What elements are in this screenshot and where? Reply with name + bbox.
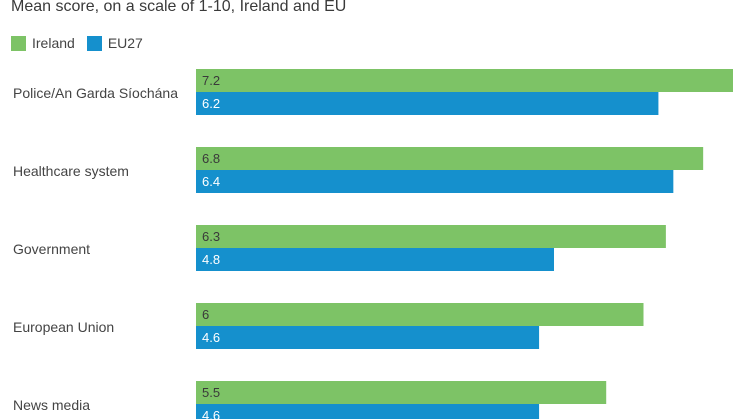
data-label-eu27-european-union: 4.6 xyxy=(202,330,220,345)
bar-eu27-government[interactable] xyxy=(196,248,554,271)
legend-item-ireland[interactable]: Ireland xyxy=(11,35,75,51)
bar-eu27-police-an-garda-s-och-na[interactable] xyxy=(196,92,659,115)
bar-ireland-european-union[interactable] xyxy=(196,303,644,326)
category-label-government: Government xyxy=(13,241,90,257)
bar-ireland-government[interactable] xyxy=(196,225,666,248)
bar-ireland-news-media[interactable] xyxy=(196,381,607,404)
bar-ireland-police-an-garda-s-och-na[interactable] xyxy=(196,69,733,92)
data-label-eu27-healthcare-system: 6.4 xyxy=(202,174,220,189)
chart-subtitle: Mean score, on a scale of 1-10, Ireland … xyxy=(11,0,347,15)
chart-legend: Ireland EU27 xyxy=(11,34,155,52)
legend-item-eu27[interactable]: EU27 xyxy=(86,35,143,51)
category-label-police-an-garda-s-och-na: Police/An Garda Síochána xyxy=(13,85,178,101)
legend-label-ireland: Ireland xyxy=(32,35,75,51)
data-label-ireland-european-union: 6 xyxy=(202,307,209,322)
data-label-ireland-news-media: 5.5 xyxy=(202,385,220,400)
legend-label-eu27: EU27 xyxy=(107,35,143,51)
data-label-eu27-government: 4.8 xyxy=(202,252,220,267)
data-label-ireland-police-an-garda-s-och-na: 7.2 xyxy=(202,73,220,88)
category-label-news-media: News media xyxy=(13,397,90,413)
bar-eu27-european-union[interactable] xyxy=(196,326,540,349)
bar-ireland-healthcare-system[interactable] xyxy=(196,147,704,170)
legend-swatch-eu27 xyxy=(86,35,102,51)
data-label-ireland-government: 6.3 xyxy=(202,229,220,244)
legend-swatch-ireland xyxy=(11,35,26,51)
bar-eu27-healthcare-system[interactable] xyxy=(196,170,674,193)
category-label-healthcare-system: Healthcare system xyxy=(13,163,129,179)
data-label-eu27-news-media: 4.6 xyxy=(202,408,220,419)
category-label-european-union: European Union xyxy=(13,319,114,335)
data-label-ireland-healthcare-system: 6.8 xyxy=(202,151,220,166)
bar-eu27-news-media[interactable] xyxy=(196,404,540,419)
data-label-eu27-police-an-garda-s-och-na: 6.2 xyxy=(202,96,220,111)
